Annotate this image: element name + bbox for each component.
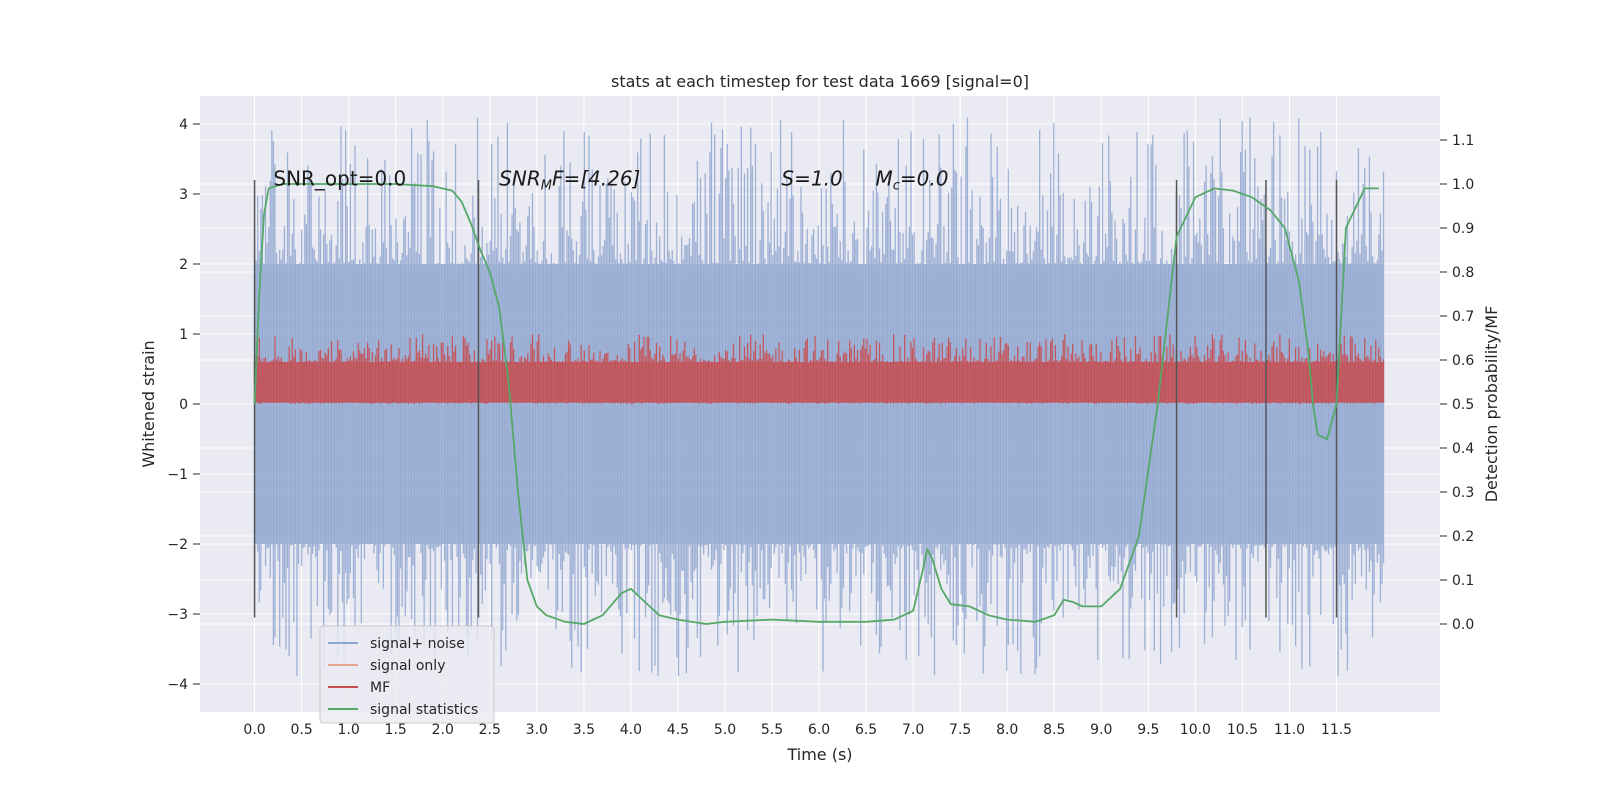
- y-right-tick-label: 0.9: [1452, 221, 1474, 237]
- x-tick-label: 9.5: [1137, 722, 1159, 738]
- y-tick-label: 3: [179, 187, 188, 203]
- x-tick-label: 0.0: [243, 722, 265, 738]
- x-tick-label: 7.5: [949, 722, 971, 738]
- x-tick-label: 11.0: [1274, 722, 1305, 738]
- y-tick-label: 2: [179, 257, 188, 273]
- y-right-tick-label: 0.0: [1452, 617, 1474, 633]
- x-tick-label: 2.5: [479, 722, 501, 738]
- y-right-tick-label: 0.3: [1452, 485, 1474, 501]
- y-tick-label: −3: [167, 607, 188, 623]
- x-axis-label: Time (s): [786, 745, 852, 764]
- y-right-tick-label: 0.7: [1452, 309, 1474, 325]
- y-tick-label: 0: [179, 397, 188, 413]
- mf-band-layer: [253, 334, 1385, 404]
- legend-frame: [319, 625, 495, 724]
- x-tick-label: 1.5: [385, 722, 407, 738]
- stat-annotation: SNRMF=[4.26]: [499, 167, 640, 194]
- stat-annotation: SNR_opt=0.0: [273, 167, 406, 191]
- tick-labels: 0.0 0.5 1.0 1.5 2.0 2.5 3.0 3.5 4.0 4.5 5.0 5.5 6.0 6…: [167, 117, 1474, 738]
- x-tick-label: 4.5: [667, 722, 689, 738]
- y-right-tick-label: 0.1: [1452, 573, 1474, 589]
- x-tick-label: 8.0: [996, 722, 1018, 738]
- x-tick-label: 6.5: [855, 722, 877, 738]
- signal-statistics-line: [253, 183, 1379, 625]
- y-tick-label: −2: [167, 537, 188, 553]
- y-tick-label: 4: [179, 117, 188, 133]
- y-axis-label: Whitened strain: [139, 340, 158, 467]
- y-right-tick-label: 0.2: [1452, 529, 1474, 545]
- y-right-tick-label: 1.0: [1452, 177, 1474, 193]
- legend-label: signal only: [370, 658, 445, 674]
- legend: signal+ noise signal only MF signal statist…: [319, 625, 495, 724]
- y-axis-right-label: Detection probability/MF: [1482, 306, 1501, 503]
- y-right-tick-label: 0.4: [1452, 441, 1474, 457]
- x-tick-label: 2.0: [432, 722, 454, 738]
- y-right-tick-label: 0.6: [1452, 353, 1474, 369]
- y-right-tick-label: 1.1: [1452, 133, 1474, 149]
- x-tick-label: 7.0: [902, 722, 924, 738]
- x-tick-label: 3.5: [573, 722, 595, 738]
- x-tick-label: 11.5: [1321, 722, 1352, 738]
- legend-label: signal+ noise: [370, 636, 465, 652]
- legend-label: signal statistics: [370, 702, 478, 718]
- stat-annotation: Mc=0.0: [876, 167, 949, 194]
- x-tick-label: 3.0: [526, 722, 548, 738]
- noise-band-layer: [253, 117, 1385, 677]
- x-tick-label: 10.5: [1227, 722, 1258, 738]
- legend-items: signal+ noise signal only MF signal statist…: [328, 636, 478, 718]
- x-tick-label: 1.0: [338, 722, 360, 738]
- y-right-tick-label: 0.8: [1452, 265, 1474, 281]
- stat-annotation: S=1.0: [781, 167, 842, 191]
- legend-label: MF: [370, 680, 390, 696]
- signal-noise-trace-core: [254, 264, 1384, 544]
- y-tick-label: −4: [167, 677, 188, 693]
- x-tick-label: 9.0: [1090, 722, 1112, 738]
- x-tick-label: 4.0: [620, 722, 642, 738]
- x-tick-label: 5.5: [761, 722, 783, 738]
- x-tick-label: 8.5: [1043, 722, 1065, 738]
- x-tick-label: 0.5: [290, 722, 312, 738]
- x-tick-label: 10.0: [1180, 722, 1211, 738]
- chart-title: stats at each timestep for test data 166…: [611, 72, 1029, 91]
- y-right-tick-label: 0.5: [1452, 397, 1474, 413]
- x-tick-label: 6.0: [808, 722, 830, 738]
- y-tick-label: 1: [179, 327, 188, 343]
- mf-trace-core: [254, 362, 1384, 403]
- signal-statistics-layer: [253, 183, 1379, 625]
- y-tick-label: −1: [167, 467, 188, 483]
- annotation-layer: SNR_opt=0.0 SNRMF=[4.26] S=1.0 Mc=0.0: [273, 167, 948, 194]
- x-tick-label: 5.0: [714, 722, 736, 738]
